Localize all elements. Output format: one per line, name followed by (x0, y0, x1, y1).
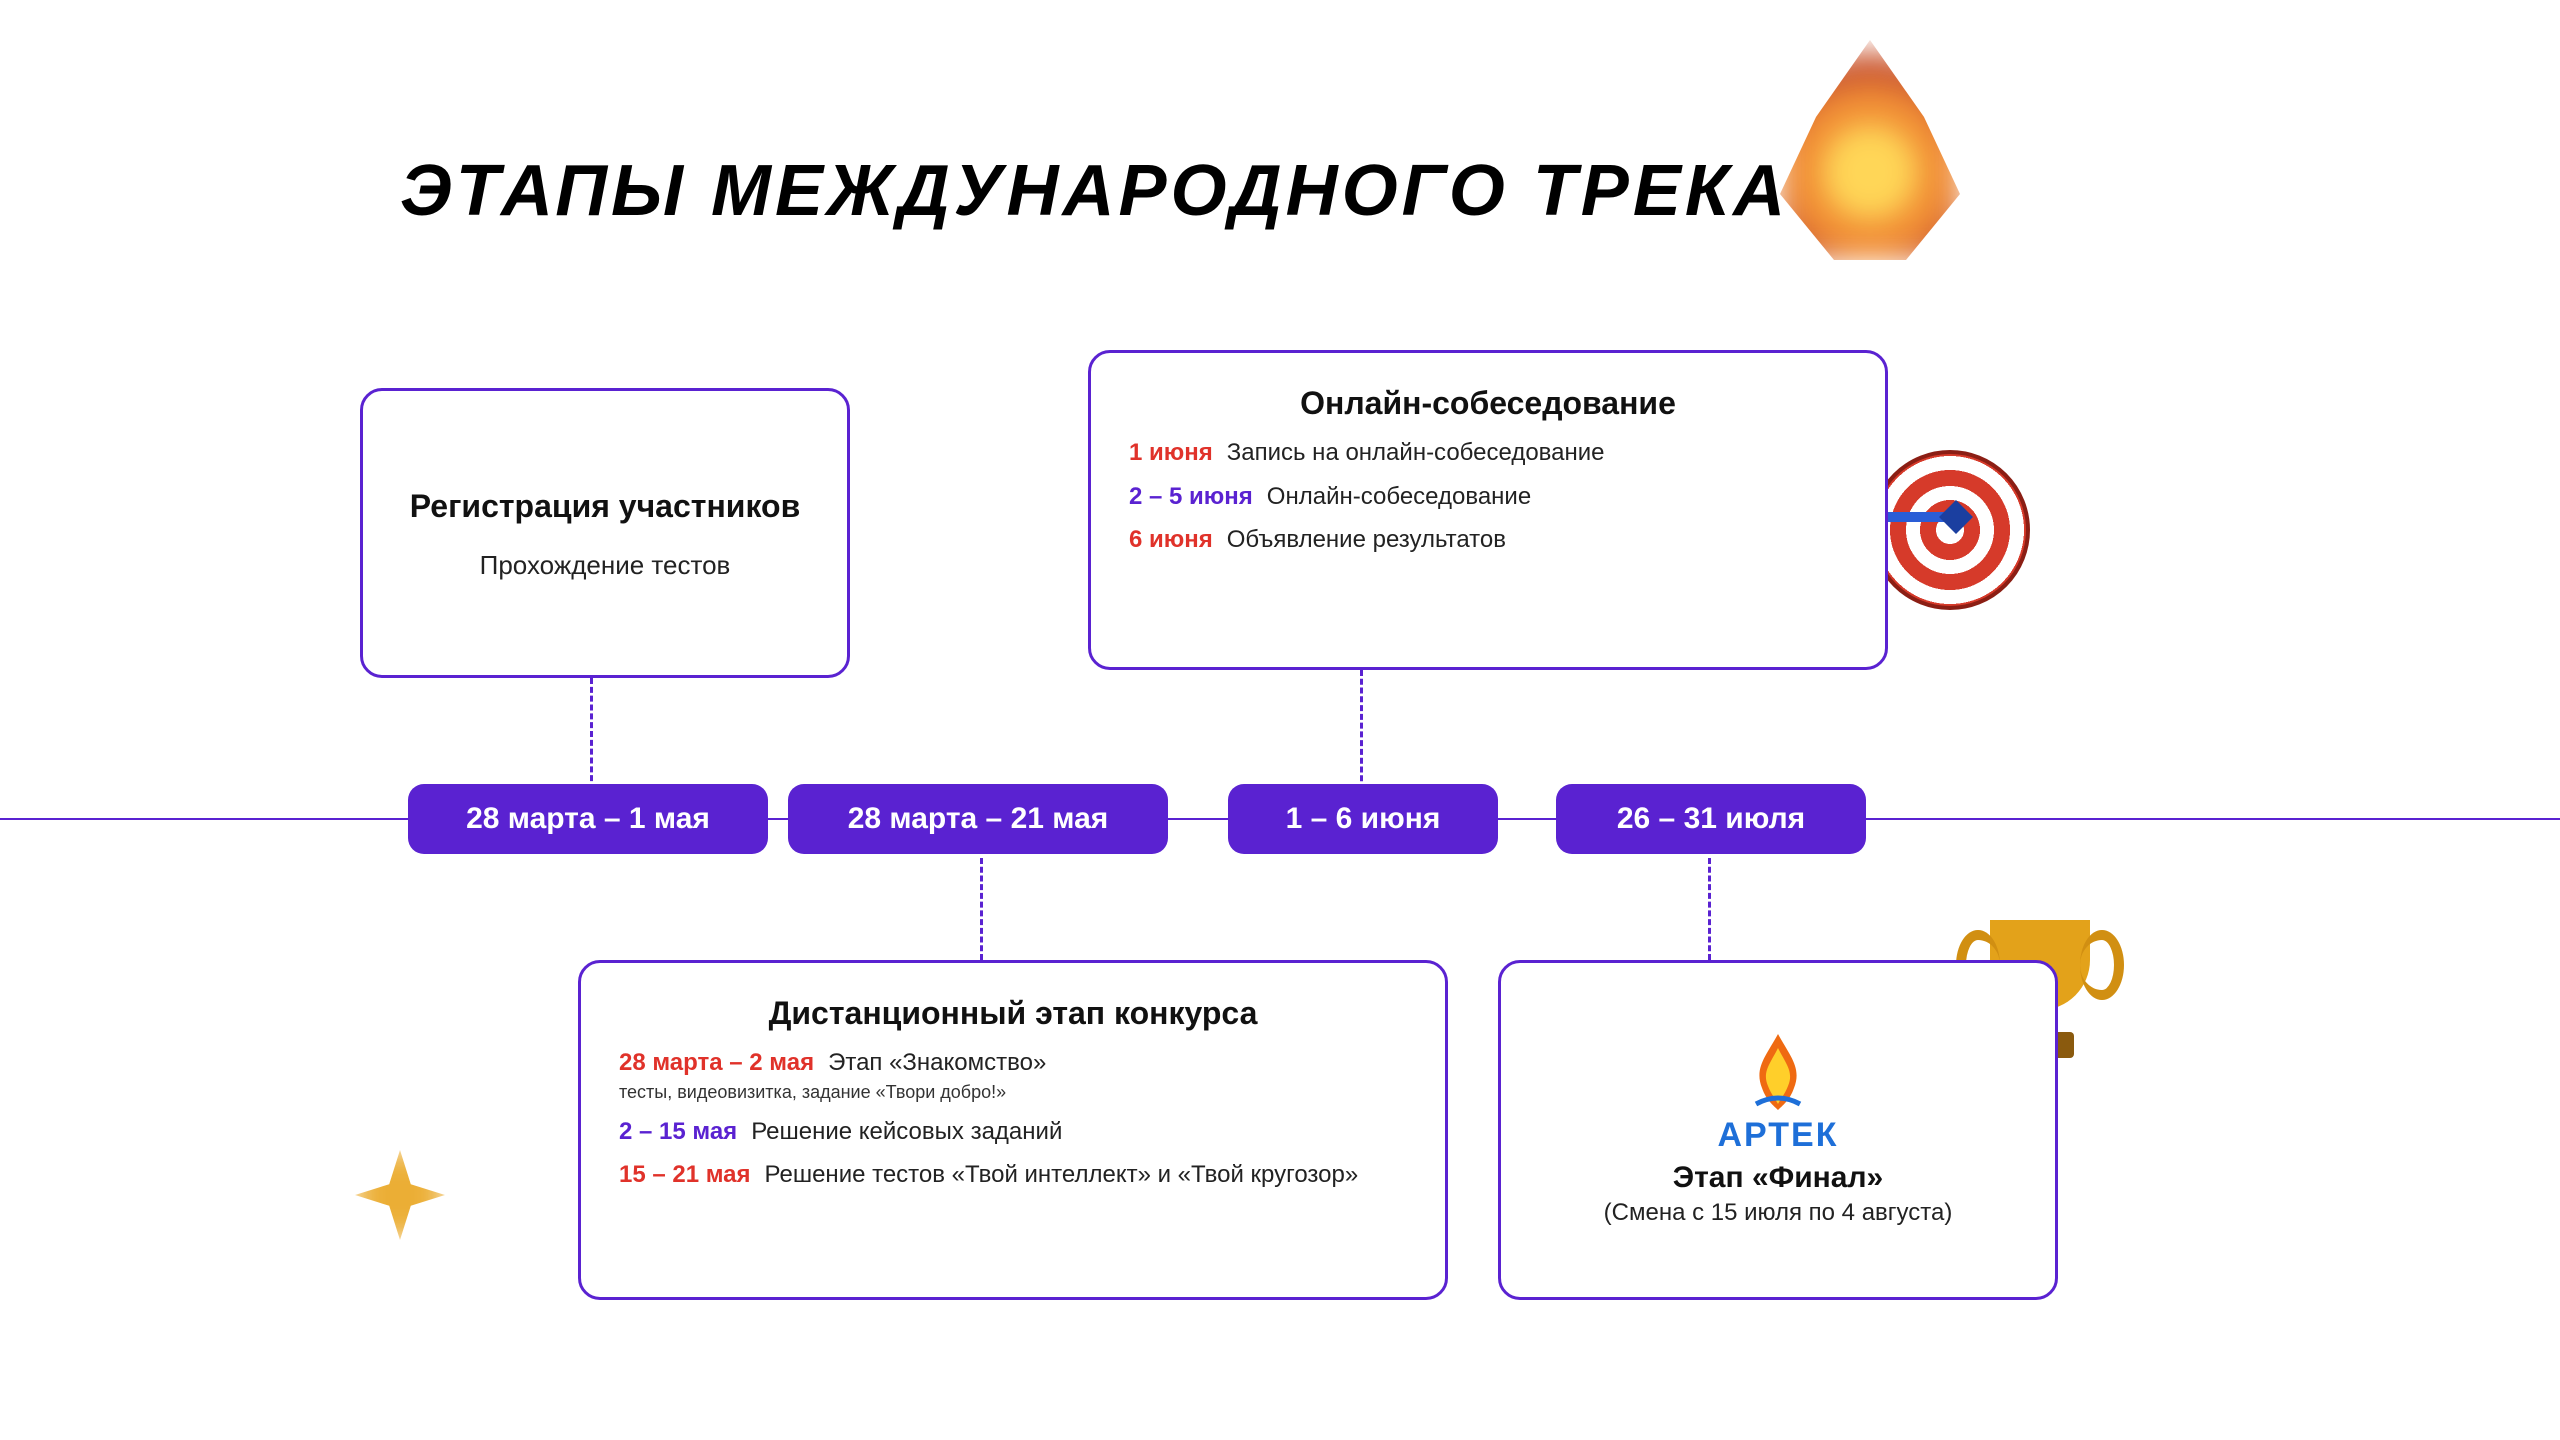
timeline-pill: 28 марта – 1 мая (408, 784, 768, 854)
stage-row-date: 2 – 15 мая (619, 1118, 737, 1145)
stage-row-date: 28 марта – 2 мая (619, 1049, 814, 1076)
stage-row-text: Объявление результатов (1227, 526, 1506, 553)
timeline-pill: 28 марта – 21 мая (788, 784, 1168, 854)
timeline-pill: 26 – 31 июля (1556, 784, 1866, 854)
stage-row-note: тесты, видеовизитка, задание «Твори добр… (619, 1080, 1407, 1105)
stage-row: 6 июня Объявление результатов (1129, 523, 1847, 557)
connector-registration (590, 678, 593, 790)
stage-row-text: Онлайн-собеседование (1267, 483, 1531, 510)
stage-row-date: 1 июня (1129, 439, 1213, 466)
timeline-pill: 1 – 6 июня (1228, 784, 1498, 854)
connector-interview (1360, 670, 1363, 790)
star-icon (355, 1150, 445, 1240)
card-final-title: Этап «Финал» (1539, 1161, 2017, 1195)
connector-distance (980, 858, 983, 960)
card-distance-title: Дистанционный этап конкурса (619, 995, 1407, 1032)
card-interview-title: Онлайн-собеседование (1129, 385, 1847, 422)
stage-row-text: Решение кейсовых заданий (751, 1118, 1062, 1145)
stage-row-date: 6 июня (1129, 526, 1213, 553)
artek-logo: АРТЕК (1539, 1034, 2017, 1155)
card-registration-title: Регистрация участников (410, 486, 801, 526)
stage-row: 2 – 15 мая Решение кейсовых заданий (619, 1115, 1407, 1149)
card-distance: Дистанционный этап конкурса 28 марта – 2… (578, 960, 1448, 1300)
artek-logo-text: АРТЕК (1539, 1116, 2017, 1155)
stage-row-text: Решение тестов «Твой интеллект» и «Твой … (765, 1161, 1359, 1188)
flame-icon (1780, 40, 1960, 260)
card-interview: Онлайн-собеседование 1 июня Запись на онл… (1088, 350, 1888, 670)
stage-row: 1 июня Запись на онлайн-собеседование (1129, 436, 1847, 470)
target-icon (1870, 450, 2030, 610)
page-title: ЭТАПЫ МЕЖДУНАРОДНОГО ТРЕКА (400, 150, 1789, 232)
connector-final (1708, 858, 1711, 960)
stage-row-date: 15 – 21 мая (619, 1161, 751, 1188)
stage-row-text: Запись на онлайн-собеседование (1227, 439, 1605, 466)
stage-row-date: 2 – 5 июня (1129, 483, 1253, 510)
stage-row-text: Этап «Знакомство» (828, 1049, 1046, 1076)
stage-row: 28 марта – 2 мая Этап «Знакомство» тесты, … (619, 1046, 1407, 1105)
card-registration: Регистрация участников Прохождение тесто… (360, 388, 850, 678)
card-final: АРТЕК Этап «Финал» (Смена с 15 июля по 4… (1498, 960, 2058, 1300)
stage-row: 15 – 21 мая Решение тестов «Твой интеллек… (619, 1158, 1407, 1192)
stage-row: 2 – 5 июня Онлайн-собеседование (1129, 480, 1847, 514)
card-final-subtitle: (Смена с 15 июля по 4 августа) (1539, 1199, 2017, 1227)
card-registration-subtitle: Прохождение тестов (480, 550, 731, 581)
